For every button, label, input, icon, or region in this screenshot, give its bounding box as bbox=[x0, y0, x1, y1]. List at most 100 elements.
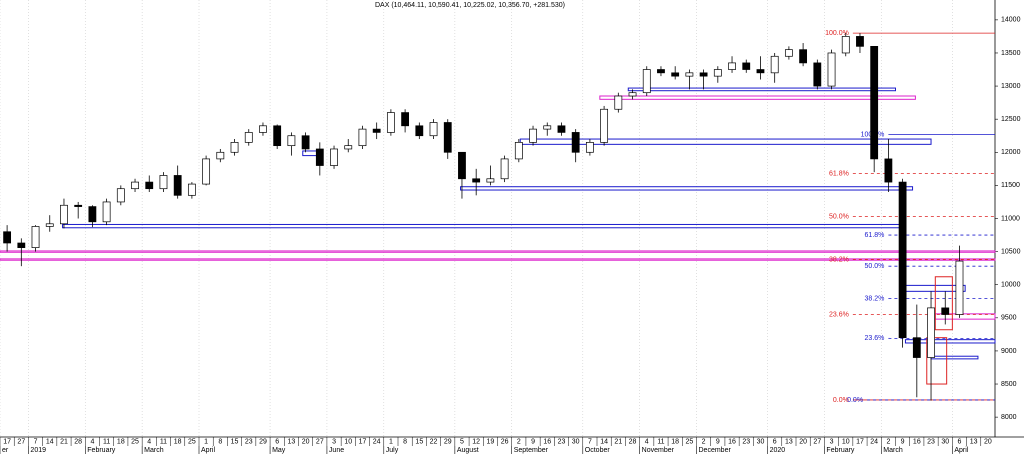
candle-body bbox=[131, 181, 139, 190]
month-label: 2019 bbox=[30, 447, 46, 454]
x-tick-label: 29 bbox=[444, 438, 452, 445]
x-tick-label: 28 bbox=[74, 438, 82, 445]
x-tick-label: 3 bbox=[830, 438, 834, 445]
y-tick-label: 11500 bbox=[1001, 182, 1020, 189]
month-label: er bbox=[2, 447, 9, 454]
candle-body bbox=[273, 125, 282, 147]
x-tick-label: 6 bbox=[275, 438, 279, 445]
x-tick-label: 27 bbox=[813, 438, 821, 445]
x-tick-label: 17 bbox=[856, 438, 864, 445]
candle-body bbox=[301, 135, 310, 150]
fib-label: 0.0% bbox=[847, 397, 863, 404]
y-tick-label: 10500 bbox=[1001, 248, 1021, 255]
candle-body bbox=[259, 125, 267, 133]
candle-body bbox=[728, 62, 736, 70]
zone bbox=[627, 87, 896, 92]
y-tick-label: 13500 bbox=[1001, 50, 1021, 57]
x-tick-label: 9 bbox=[531, 438, 535, 445]
x-tick-label: 26 bbox=[501, 438, 509, 445]
candle-body bbox=[813, 62, 822, 87]
candle-body bbox=[543, 125, 552, 130]
x-tick-label: 13 bbox=[287, 438, 295, 445]
x-tick-label: 1 bbox=[389, 438, 393, 445]
month-label: August bbox=[457, 447, 479, 454]
fib-label: 38.2% bbox=[865, 295, 885, 302]
candle-body bbox=[699, 72, 708, 77]
x-tick-label: 24 bbox=[870, 438, 878, 445]
candle-body bbox=[486, 178, 495, 183]
candle-body bbox=[145, 181, 154, 190]
candle-body bbox=[60, 204, 68, 225]
candle-body bbox=[159, 175, 168, 190]
fib-label: 100.0% bbox=[825, 30, 849, 37]
x-tick-label: 15 bbox=[415, 438, 423, 445]
zone bbox=[930, 355, 979, 360]
zone bbox=[0, 258, 996, 261]
y-tick-label: 12500 bbox=[1001, 116, 1021, 123]
x-tick-label: 27 bbox=[17, 438, 25, 445]
x-tick-label: 18 bbox=[174, 438, 182, 445]
candle-body bbox=[116, 188, 125, 203]
candle-body bbox=[45, 223, 54, 227]
month-label: June bbox=[329, 447, 344, 454]
x-tick-label: 16 bbox=[543, 438, 551, 445]
candle-body bbox=[386, 112, 395, 133]
month-label: February bbox=[87, 447, 116, 454]
chart-title: DAX (10,464.11, 10,590.41, 10,225.02, 10… bbox=[375, 2, 565, 9]
fib-label: 38.2% bbox=[829, 256, 849, 263]
fib-label: 61.8% bbox=[865, 232, 885, 239]
candle-body bbox=[514, 142, 523, 160]
y-tick-label: 10000 bbox=[1001, 282, 1021, 289]
x-tick-label: 14 bbox=[46, 438, 54, 445]
candle-body bbox=[187, 183, 196, 196]
candle-body bbox=[415, 125, 424, 137]
candle-body bbox=[600, 108, 609, 143]
x-tick-label: 17 bbox=[3, 438, 11, 445]
candle-body bbox=[756, 69, 765, 74]
x-tick-label: 10 bbox=[344, 438, 352, 445]
candle-body bbox=[74, 204, 83, 207]
x-tick-label: 11 bbox=[103, 438, 110, 445]
x-tick-label: 5 bbox=[460, 438, 464, 445]
zone bbox=[926, 337, 948, 385]
candle-body bbox=[912, 337, 921, 358]
x-tick-label: 30 bbox=[572, 438, 580, 445]
x-tick-label: 6 bbox=[773, 438, 777, 445]
candle-body bbox=[315, 148, 324, 166]
candle-body bbox=[287, 135, 296, 147]
x-tick-label: 9 bbox=[901, 438, 905, 445]
x-tick-label: 11 bbox=[160, 438, 167, 445]
candle-body bbox=[557, 125, 566, 133]
x-tick-label: 25 bbox=[188, 438, 196, 445]
x-tick-label: 8 bbox=[403, 438, 407, 445]
candle-body bbox=[870, 45, 879, 160]
fib-label: 0.0% bbox=[833, 397, 849, 404]
candle-body bbox=[614, 95, 623, 110]
candle-body bbox=[500, 158, 509, 180]
x-tick-label: 25 bbox=[131, 438, 139, 445]
x-tick-label: 14 bbox=[600, 438, 608, 445]
candle-body bbox=[571, 132, 580, 153]
x-tick-label: 20 bbox=[984, 438, 992, 445]
x-tick-label: 1 bbox=[204, 438, 208, 445]
x-tick-label: 19 bbox=[486, 438, 494, 445]
candle-body bbox=[88, 206, 97, 223]
y-tick-label: 13000 bbox=[1001, 83, 1021, 90]
month-label: November bbox=[642, 447, 675, 454]
candle-body bbox=[102, 201, 111, 223]
candle-body bbox=[642, 69, 651, 94]
x-tick-label: 12 bbox=[472, 438, 480, 445]
candle-body bbox=[784, 49, 793, 57]
x-tick-label: 2 bbox=[517, 438, 521, 445]
zone bbox=[904, 339, 996, 344]
candle-body bbox=[472, 178, 481, 183]
fib-label: 23.6% bbox=[865, 335, 885, 342]
candle-body bbox=[955, 260, 964, 315]
candle-body bbox=[927, 307, 935, 358]
candle-body bbox=[17, 242, 26, 248]
candle-body bbox=[742, 62, 751, 70]
candle-body bbox=[827, 52, 836, 87]
zone bbox=[599, 95, 916, 100]
candle-body bbox=[628, 92, 637, 97]
